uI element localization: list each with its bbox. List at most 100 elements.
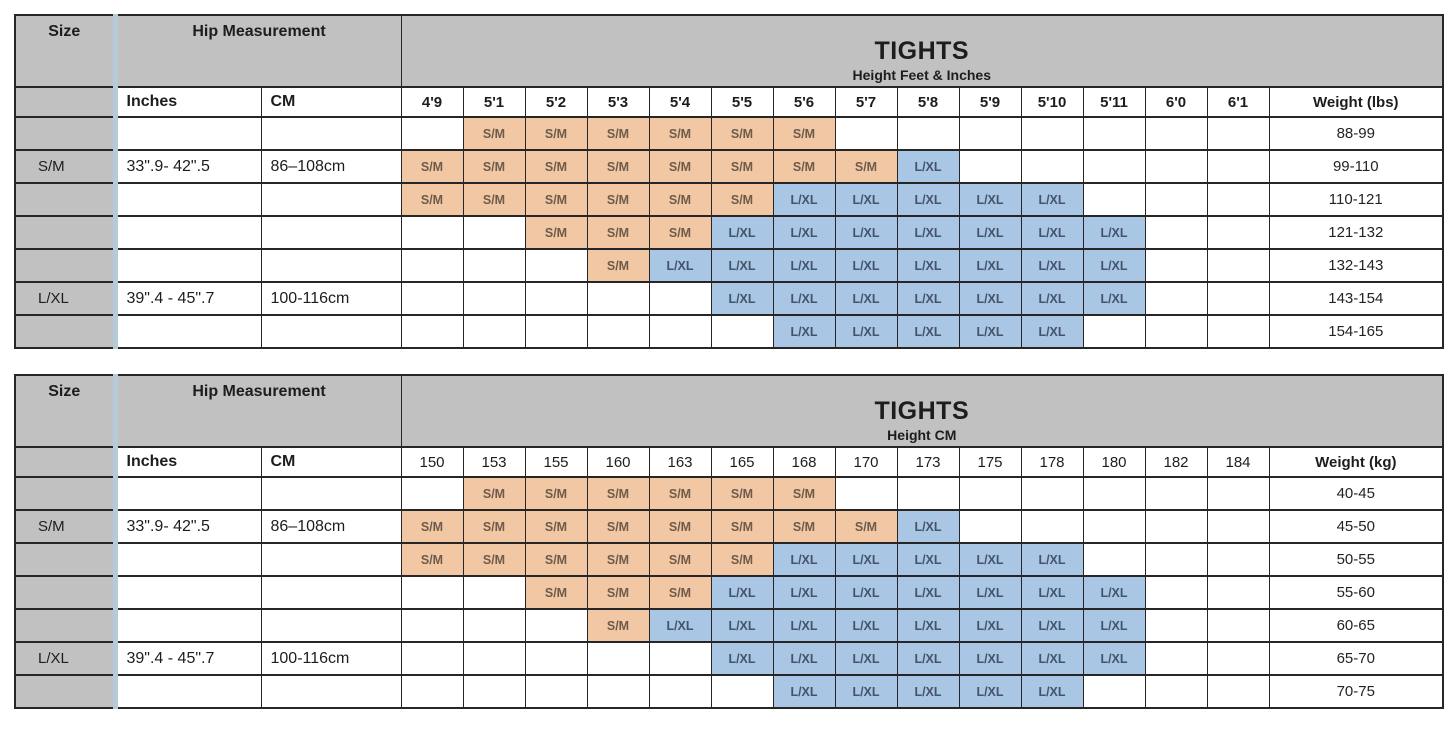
fit-cell (958, 149, 1022, 184)
fit-cell: S/M (524, 149, 588, 184)
fit-cell (462, 248, 526, 283)
height-header: 184 (1206, 446, 1270, 478)
fit-cell (462, 608, 526, 643)
fit-cell (1206, 575, 1270, 610)
height-header: 182 (1144, 446, 1208, 478)
hip-inches-cell: 39".4 - 45".7 (114, 281, 262, 316)
fit-cell: S/M (462, 182, 526, 217)
fit-cell: S/M (400, 509, 464, 544)
hip-inches-cell (114, 575, 262, 610)
height-header: 5'9 (958, 86, 1022, 118)
size-header: Size (14, 374, 118, 448)
hip-cm-cell (260, 575, 402, 610)
fit-cell: S/M (710, 476, 774, 511)
fit-cell: S/M (648, 149, 712, 184)
size-cell (14, 674, 118, 709)
table-title: TIGHTS (874, 396, 970, 425)
fit-cell (462, 281, 526, 316)
fit-cell: L/XL (896, 641, 960, 676)
weight-cell: 60-65 (1268, 608, 1444, 643)
height-header: 5'1 (462, 86, 526, 118)
height-header: 5'6 (772, 86, 836, 118)
height-header: 163 (648, 446, 712, 478)
fit-cell: L/XL (1082, 248, 1146, 283)
fit-cell: S/M (772, 509, 836, 544)
fit-cell: L/XL (896, 215, 960, 250)
tights-header-cell: TIGHTS Height CM (400, 374, 1444, 448)
fit-cell: S/M (462, 542, 526, 577)
fit-cell: L/XL (1082, 641, 1146, 676)
weight-cell: 110-121 (1268, 182, 1444, 217)
fit-cell: L/XL (772, 575, 836, 610)
inches-header: Inches (114, 446, 262, 478)
height-header: 160 (586, 446, 650, 478)
table-row: S/M S/M S/M L/XL L/XL L/XL L/XL L/XL L/XL L/XL 121… (14, 215, 1444, 250)
height-header: 5'4 (648, 86, 712, 118)
fit-cell: S/M (586, 248, 650, 283)
fit-cell: S/M (400, 149, 464, 184)
fit-cell (586, 314, 650, 349)
table-row: S/M 33".9- 42".5 86–108cm S/M S/M S/M S/M S/M S/… (14, 149, 1444, 184)
fit-cell: L/XL (834, 608, 898, 643)
fit-cell: L/XL (958, 314, 1022, 349)
fit-cell: L/XL (958, 608, 1022, 643)
fit-cell (1206, 182, 1270, 217)
fit-cell (524, 674, 588, 709)
table-subtitle: Height Feet & Inches (852, 67, 991, 83)
header-row: Size Hip Measurement TIGHTS Height Feet & I… (14, 14, 1444, 88)
fit-cell (1082, 314, 1146, 349)
fit-cell: L/XL (896, 149, 960, 184)
fit-cell: S/M (400, 182, 464, 217)
fit-cell (1082, 674, 1146, 709)
fit-cell: S/M (586, 215, 650, 250)
fit-cell (1206, 281, 1270, 316)
height-header: 5'3 (586, 86, 650, 118)
fit-cell (1020, 476, 1084, 511)
fit-cell: L/XL (896, 674, 960, 709)
size-cell (14, 608, 118, 643)
fit-cell (1082, 509, 1146, 544)
fit-cell: S/M (648, 476, 712, 511)
fit-cell: L/XL (1020, 248, 1084, 283)
fit-cell (1144, 116, 1208, 151)
hip-cm-cell (260, 248, 402, 283)
fit-cell (462, 215, 526, 250)
size-cell (14, 575, 118, 610)
fit-cell: S/M (710, 182, 774, 217)
fit-cell: L/XL (1082, 608, 1146, 643)
fit-cell: L/XL (896, 281, 960, 316)
hip-cm-cell (260, 674, 402, 709)
fit-cell: S/M (710, 509, 774, 544)
fit-cell (1144, 281, 1208, 316)
fit-cell: L/XL (958, 281, 1022, 316)
fit-cell: S/M (648, 116, 712, 151)
fit-cell: L/XL (710, 608, 774, 643)
hip-cm-cell (260, 182, 402, 217)
table-row: S/M S/M S/M S/M S/M S/M L/XL L/XL L/XL L/XL L/XL 11… (14, 182, 1444, 217)
size-subheader-cell (14, 86, 118, 118)
fit-cell: S/M (524, 215, 588, 250)
fit-cell (1206, 542, 1270, 577)
height-header: 5'10 (1020, 86, 1084, 118)
height-header: 5'7 (834, 86, 898, 118)
inches-header: Inches (114, 86, 262, 118)
size-cell: L/XL (14, 641, 118, 676)
fit-cell: L/XL (896, 575, 960, 610)
size-cell (14, 314, 118, 349)
hip-inches-cell (114, 608, 262, 643)
fit-cell: S/M (400, 542, 464, 577)
fit-cell (1144, 608, 1208, 643)
fit-cell (1144, 674, 1208, 709)
fit-cell: S/M (524, 476, 588, 511)
header-row: Size Hip Measurement TIGHTS Height CM (14, 374, 1444, 448)
table-title: TIGHTS (874, 36, 970, 65)
fit-cell (1206, 149, 1270, 184)
fit-cell (648, 674, 712, 709)
hip-inches-cell: 39".4 - 45".7 (114, 641, 262, 676)
fit-cell (586, 674, 650, 709)
table-row: S/M S/M S/M S/M S/M S/M L/XL L/XL L/XL L/XL L/XL 50… (14, 542, 1444, 577)
height-header: 173 (896, 446, 960, 478)
fit-cell (1206, 509, 1270, 544)
fit-cell (648, 314, 712, 349)
fit-cell (834, 116, 898, 151)
